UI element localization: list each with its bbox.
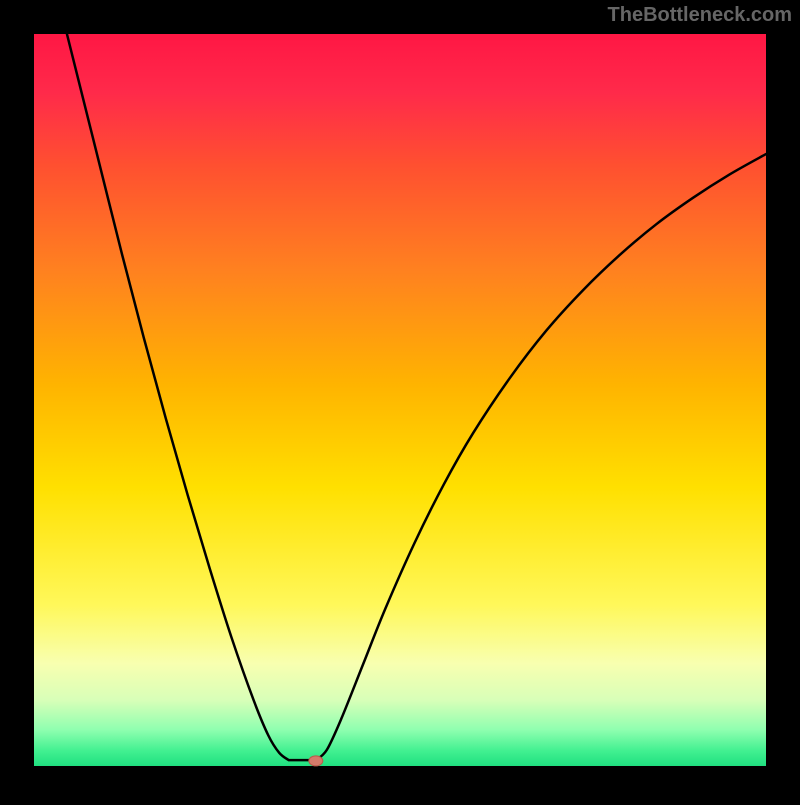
plot-background — [34, 34, 766, 766]
watermark-text: TheBottleneck.com — [608, 4, 792, 27]
optimal-point-marker — [309, 756, 323, 766]
chart-svg — [0, 0, 800, 800]
bottleneck-chart: TheBottleneck.com — [0, 0, 800, 800]
